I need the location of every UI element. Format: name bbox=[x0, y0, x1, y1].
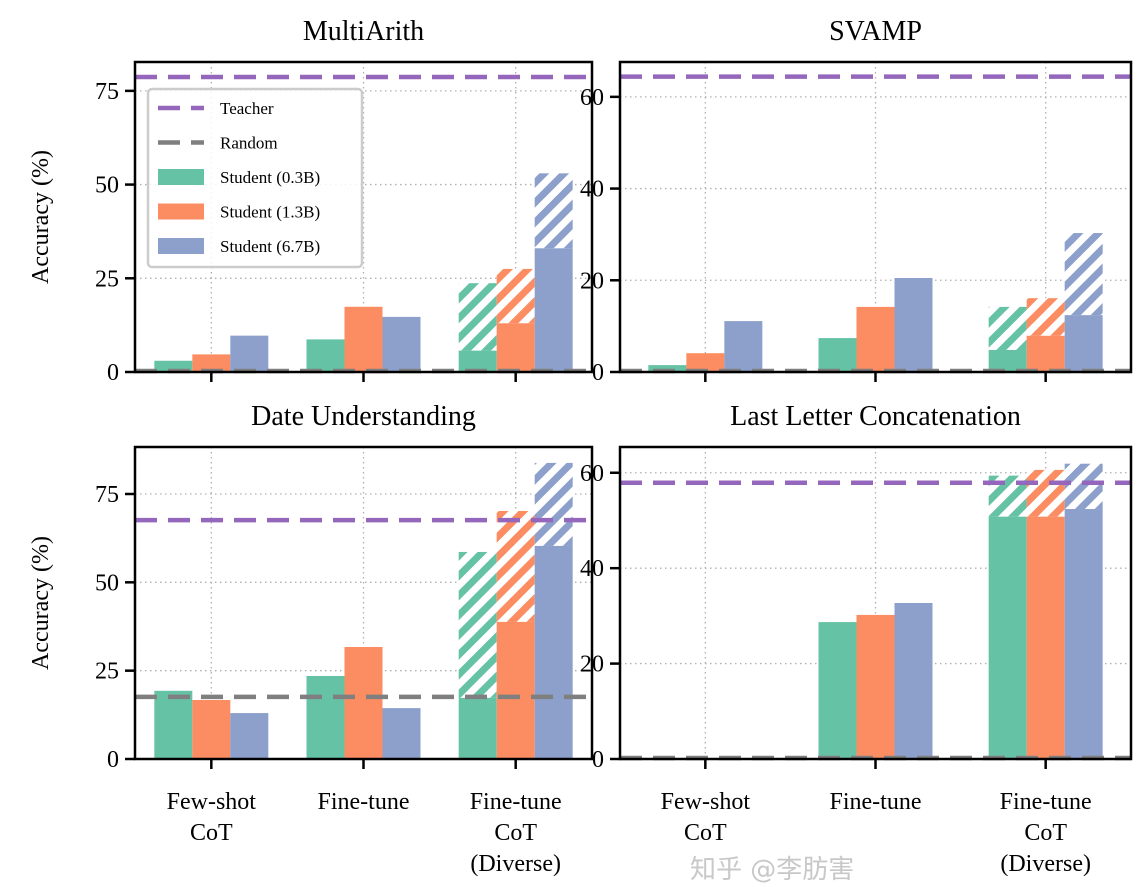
panel-2: 0 25 50 75 Few-shot CoT Fine-tune Fine-tune CoT (… bbox=[28, 401, 594, 877]
bar bbox=[988, 516, 1027, 759]
bar bbox=[154, 360, 193, 372]
bar-hatched bbox=[534, 173, 573, 249]
bar-hatched bbox=[1026, 469, 1065, 517]
y-tick-label: 50 bbox=[95, 173, 119, 199]
bar bbox=[306, 339, 345, 372]
legend: Teacher Random Student (0.3B) Student (1.3B… bbox=[146, 87, 364, 269]
bar bbox=[458, 697, 497, 759]
bar bbox=[894, 603, 933, 759]
bar bbox=[686, 353, 725, 372]
y-tick-label: 40 bbox=[580, 556, 604, 582]
x-tick-label: CoT bbox=[684, 820, 727, 846]
legend-handle-patch bbox=[158, 238, 204, 254]
legend-handle-patch bbox=[158, 203, 204, 220]
bar bbox=[1064, 509, 1103, 759]
x-tick-label: Fine-tune bbox=[318, 789, 410, 815]
bar bbox=[534, 248, 573, 372]
legend-label: Teacher bbox=[220, 99, 274, 118]
watermark: 知乎 @李肪害 bbox=[690, 855, 854, 885]
bar-hatched bbox=[534, 462, 573, 546]
legend-label: Student (6.7B) bbox=[220, 237, 320, 256]
y-tick-label: 20 bbox=[580, 652, 604, 678]
panel-title: Last Letter Concatenation bbox=[730, 401, 1021, 432]
x-tick-label: (Diverse) bbox=[470, 851, 561, 877]
x-tick-label: Few-shot bbox=[167, 789, 257, 815]
bar bbox=[534, 545, 573, 759]
panel-0: 0 25 50 75 MultiArith Accuracy (%) Teacher Rand… bbox=[28, 16, 594, 386]
legend-label: Random bbox=[220, 134, 278, 153]
y-tick-label: 40 bbox=[580, 177, 604, 203]
panel-title: Date Understanding bbox=[251, 401, 476, 432]
legend-handle-patch bbox=[158, 169, 204, 185]
bar bbox=[496, 621, 535, 759]
bar bbox=[382, 708, 421, 759]
bar-hatched bbox=[496, 268, 535, 324]
bar bbox=[458, 350, 497, 372]
y-tick-label: 0 bbox=[592, 360, 604, 386]
bar bbox=[648, 365, 687, 372]
y-tick-label: 0 bbox=[107, 747, 119, 773]
bar-hatched bbox=[1026, 298, 1065, 336]
y-axis-label: Accuracy (%) bbox=[28, 150, 54, 284]
y-tick-label: 25 bbox=[95, 266, 119, 292]
bar bbox=[154, 690, 193, 759]
bar bbox=[192, 354, 231, 372]
y-tick-label: 0 bbox=[592, 747, 604, 773]
bar bbox=[344, 306, 383, 372]
panel-1: 0 20 40 60 SVAMP bbox=[580, 16, 1133, 386]
y-tick-label: 60 bbox=[580, 85, 604, 111]
x-tick-label: Few-shot bbox=[661, 789, 751, 815]
bar bbox=[724, 321, 763, 372]
bar bbox=[856, 614, 895, 759]
x-tick-label: Fine-tune bbox=[1000, 789, 1092, 815]
bar bbox=[496, 323, 535, 372]
y-axis-label: Accuracy (%) bbox=[28, 536, 54, 670]
bar-hatched bbox=[1064, 233, 1103, 316]
panel-title: MultiArith bbox=[303, 16, 424, 47]
bar bbox=[306, 675, 345, 759]
panel-title: SVAMP bbox=[829, 16, 922, 47]
x-tick-label: (Diverse) bbox=[1000, 851, 1091, 877]
legend-label: Student (1.3B) bbox=[220, 203, 320, 222]
bar-hatched bbox=[496, 510, 535, 622]
bar bbox=[230, 713, 269, 759]
bar-hatched bbox=[988, 306, 1027, 350]
panel-3: 0 20 40 60 Few-shot CoT Fine-tune Fine-tune CoT (… bbox=[580, 401, 1133, 877]
x-tick-label: CoT bbox=[494, 820, 537, 846]
bar bbox=[1026, 516, 1065, 759]
y-tick-label: 25 bbox=[95, 659, 119, 685]
bar bbox=[988, 349, 1027, 372]
x-tick-label: Fine-tune bbox=[470, 789, 562, 815]
y-tick-label: 75 bbox=[95, 79, 119, 105]
bar bbox=[1064, 315, 1103, 372]
bar bbox=[382, 316, 421, 372]
y-tick-label: 75 bbox=[95, 482, 119, 508]
bar bbox=[344, 646, 383, 759]
bar-hatched bbox=[458, 551, 497, 698]
x-tick-label: CoT bbox=[1024, 820, 1067, 846]
y-tick-label: 50 bbox=[95, 570, 119, 596]
y-tick-label: 20 bbox=[580, 268, 604, 294]
bar bbox=[894, 277, 933, 372]
bar bbox=[192, 699, 231, 759]
x-tick-label: CoT bbox=[190, 820, 233, 846]
bar bbox=[818, 338, 857, 372]
legend-box bbox=[146, 87, 364, 269]
y-tick-label: 60 bbox=[580, 461, 604, 487]
bar bbox=[818, 622, 857, 759]
y-tick-label: 0 bbox=[107, 360, 119, 386]
x-tick-label: Fine-tune bbox=[830, 789, 922, 815]
bar bbox=[856, 306, 895, 372]
bar-hatched bbox=[458, 283, 497, 351]
legend-label: Student (0.3B) bbox=[220, 168, 320, 187]
bar bbox=[230, 335, 269, 372]
bar-hatched bbox=[1064, 463, 1103, 510]
bar bbox=[1026, 335, 1065, 372]
